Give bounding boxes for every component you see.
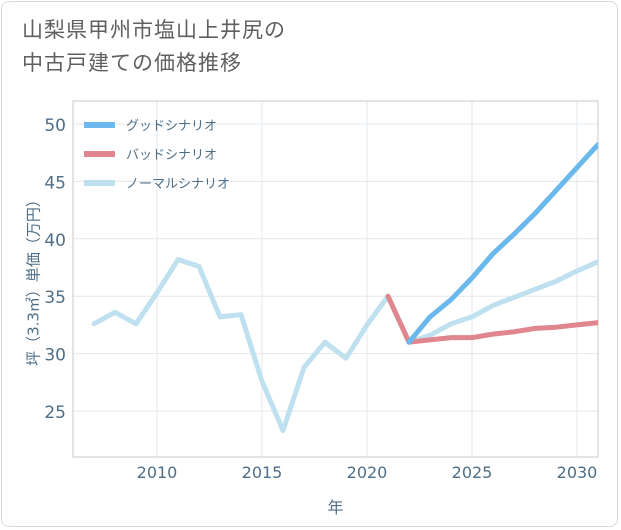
plot-area-border <box>72 100 599 458</box>
chart-title-line2: 中古戸建ての価格推移 <box>22 51 242 75</box>
x-tick-label: 2020 <box>347 463 388 482</box>
y-tick-label: 45 <box>44 173 66 193</box>
y-tick-label: 35 <box>44 288 66 308</box>
x-tick-label: 2025 <box>452 463 493 482</box>
legend-label-bad: バッドシナリオ <box>126 148 217 163</box>
series-line-bad <box>385 293 598 345</box>
y-axis-label: 坪（3.3㎡）単価（万円） <box>25 192 43 366</box>
chart-title-line1: 山梨県甲州市塩山上井尻の <box>22 18 286 42</box>
legend-label-normal: ノーマルシナリオ <box>126 177 230 192</box>
y-tick-label: 50 <box>44 116 66 136</box>
x-tick-label: 2015 <box>242 463 283 482</box>
series-lines <box>91 142 598 434</box>
y-tick-label: 40 <box>44 231 66 251</box>
series-line-normal <box>91 257 598 434</box>
x-axis-label: 年 <box>327 498 343 517</box>
grid-lines <box>73 101 598 457</box>
series-line-good <box>406 142 598 345</box>
x-tick-label: 2030 <box>557 463 598 482</box>
chart-title: 山梨県甲州市塩山上井尻の 中古戸建ての価格推移 <box>22 14 286 80</box>
tick-labels: 25 30 35 40 45 50 2010 2015 2020 2025 2030 <box>44 116 597 482</box>
x-tick-label: 2010 <box>137 463 178 482</box>
y-tick-label: 30 <box>44 346 66 366</box>
legend-label-good: グッドシナリオ <box>126 119 217 134</box>
y-tick-label: 25 <box>44 403 66 423</box>
